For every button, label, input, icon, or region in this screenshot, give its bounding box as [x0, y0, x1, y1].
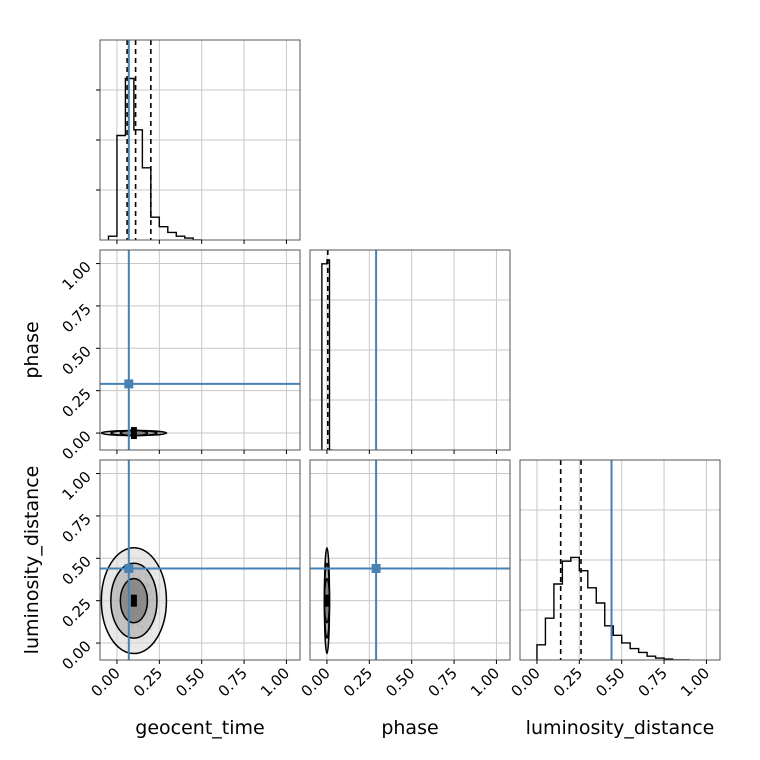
truth-marker: [124, 563, 134, 573]
panel-content: [310, 460, 510, 660]
density-peak: [323, 594, 330, 607]
panel-content: [536, 460, 690, 660]
x-label-luminosity-distance: luminosity_distance: [526, 717, 715, 739]
sample-point: [153, 553, 156, 556]
panel-frame: [519, 459, 721, 661]
x-label-geocent-time: geocent_time: [135, 717, 264, 739]
panel-geocent_time-geocent_time: [96, 39, 301, 244]
panel-phase-phase: [309, 249, 511, 454]
y-label-luminosity-distance: luminosity_distance: [21, 466, 43, 655]
truth-marker: [124, 379, 134, 389]
panel-frame: [99, 249, 301, 451]
histogram-step-geocent_time: [107, 77, 202, 240]
panel-content: [100, 460, 300, 660]
x-label-phase: phase: [381, 717, 438, 739]
panel-frame: [309, 249, 511, 451]
panel-content: [107, 40, 202, 240]
panel-frame: [99, 459, 301, 661]
panel-content: [321, 250, 378, 450]
density-peak: [130, 594, 137, 607]
panel-frame: [309, 459, 511, 661]
panel-geocent_time-luminosity_distance: 0.00 0.25 0.50 0.75 1.000.000.250.500.751.00: [58, 459, 301, 700]
density-peak: [130, 427, 137, 440]
truth-marker: [371, 563, 381, 573]
histogram-step-phase: [321, 259, 333, 450]
panel-content: [100, 250, 300, 450]
histogram-step-luminosity_distance: [536, 556, 690, 660]
y-label-phase: phase: [21, 321, 43, 378]
